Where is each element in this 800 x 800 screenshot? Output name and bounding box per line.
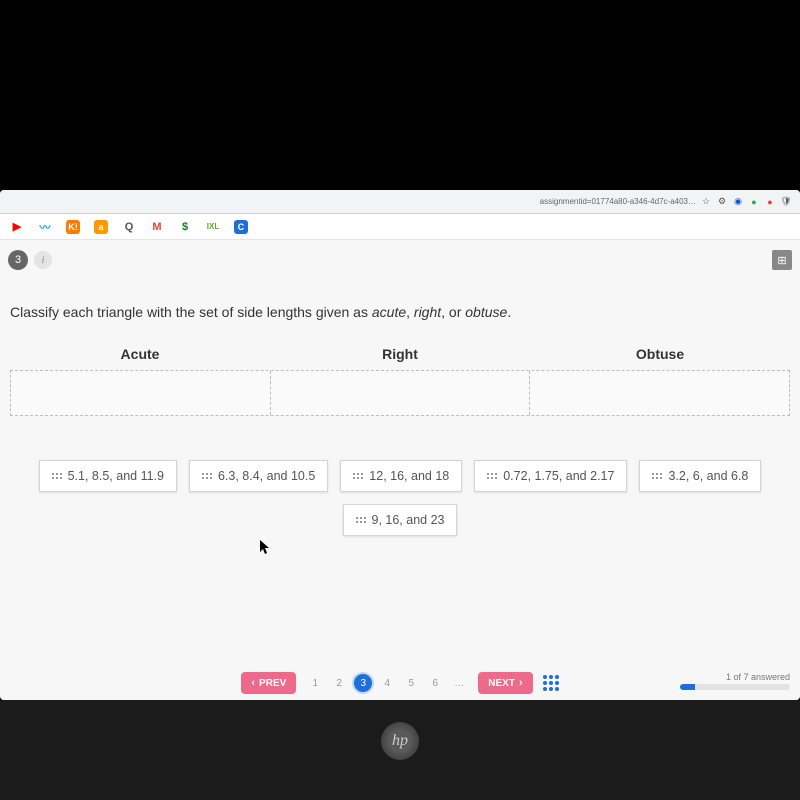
page-numbers: 123456 … — [306, 674, 468, 692]
draggable-chip[interactable]: 9, 16, and 23 — [343, 504, 458, 536]
category-header: Acute — [10, 346, 270, 362]
assessment-page: 3 i ⊞ Classify each triangle with the se… — [0, 240, 800, 700]
star-icon[interactable]: ☆ — [700, 196, 712, 208]
next-label: NEXT — [488, 678, 515, 689]
screen-area: assignmentid=01774a80-a346-4d7c-a403… ☆ … — [0, 190, 800, 700]
draggable-chip[interactable]: 5.1, 8.5, and 11.9 — [39, 460, 177, 492]
wave-icon[interactable]: 〰 — [38, 220, 52, 234]
chevron-right-icon: › — [519, 677, 523, 689]
page-number[interactable]: … — [450, 674, 468, 692]
drop-zone-right[interactable] — [271, 371, 531, 415]
ixl-icon[interactable]: IXL — [206, 220, 220, 234]
page-number[interactable]: 2 — [330, 674, 348, 692]
ext1-icon[interactable]: ◉ — [732, 196, 744, 208]
hp-logo-icon: hp — [381, 722, 419, 760]
category-header: Right — [270, 346, 530, 362]
draggable-chip[interactable]: 6.3, 8.4, and 10.5 — [189, 460, 328, 492]
puzzle-icon[interactable]: ⚙ — [716, 196, 728, 208]
draggable-chip[interactable]: 12, 16, and 18 — [340, 460, 462, 492]
gmail-icon[interactable]: M — [150, 220, 164, 234]
progress-label: 1 of 7 answered — [726, 672, 790, 682]
drop-zone-obtuse[interactable] — [530, 371, 789, 415]
url-fragment: assignmentid=01774a80-a346-4d7c-a403… — [540, 197, 696, 206]
laptop-bezel: hp — [0, 700, 800, 800]
youtube-icon[interactable]: ▶ — [10, 220, 24, 234]
progress-indicator: 1 of 7 answered — [680, 672, 790, 690]
ext4-icon[interactable]: 🛡 — [780, 196, 792, 208]
question-header: 3 i ⊞ — [0, 250, 800, 270]
prompt-right: right — [414, 304, 441, 320]
prompt-obtuse: obtuse — [465, 304, 507, 320]
page-number[interactable]: 1 — [306, 674, 324, 692]
drop-zones — [10, 370, 790, 416]
category-header: Obtuse — [530, 346, 790, 362]
drop-zone-acute[interactable] — [11, 371, 271, 415]
prev-button[interactable]: ‹ PREV — [241, 672, 296, 694]
answer-chips: 5.1, 8.5, and 11.9 6.3, 8.4, and 10.5 12, … — [10, 460, 790, 536]
page-number[interactable]: 4 — [378, 674, 396, 692]
calculator-icon[interactable]: ⊞ — [772, 250, 792, 270]
draggable-chip[interactable]: 0.72, 1.75, and 2.17 — [474, 460, 627, 492]
prompt-acute: acute — [372, 304, 406, 320]
page-number[interactable]: 6 — [426, 674, 444, 692]
category-headers: AcuteRightObtuse — [10, 346, 790, 362]
q-icon[interactable]: Q — [122, 220, 136, 234]
draggable-chip[interactable]: 3.2, 6, and 6.8 — [639, 460, 761, 492]
question-prompt: Classify each triangle with the set of s… — [10, 304, 790, 320]
a-icon[interactable]: a — [94, 220, 108, 234]
page-number[interactable]: 3 — [354, 674, 372, 692]
prev-label: PREV — [259, 678, 286, 689]
prompt-text: Classify each triangle with the set of s… — [10, 304, 372, 320]
ext2-icon[interactable]: ● — [748, 196, 760, 208]
ext3-icon[interactable]: ● — [764, 196, 776, 208]
k-icon[interactable]: K! — [66, 220, 80, 234]
browser-viewport: assignmentid=01774a80-a346-4d7c-a403… ☆ … — [0, 190, 800, 700]
info-icon[interactable]: i — [34, 251, 52, 269]
bookmark-bar: ▶ 〰 K! aQM $ IXL C — [0, 214, 800, 240]
next-button[interactable]: NEXT › — [478, 672, 532, 694]
browser-omnibar: assignmentid=01774a80-a346-4d7c-a403… ☆ … — [0, 190, 800, 214]
page-number[interactable]: 5 — [402, 674, 420, 692]
dollar-icon[interactable]: $ — [178, 220, 192, 234]
question-number-badge: 3 — [8, 250, 28, 270]
c-icon[interactable]: C — [234, 220, 248, 234]
mouse-cursor-icon — [260, 540, 272, 556]
chevron-left-icon: ‹ — [251, 677, 255, 689]
grid-view-icon[interactable] — [543, 675, 559, 691]
